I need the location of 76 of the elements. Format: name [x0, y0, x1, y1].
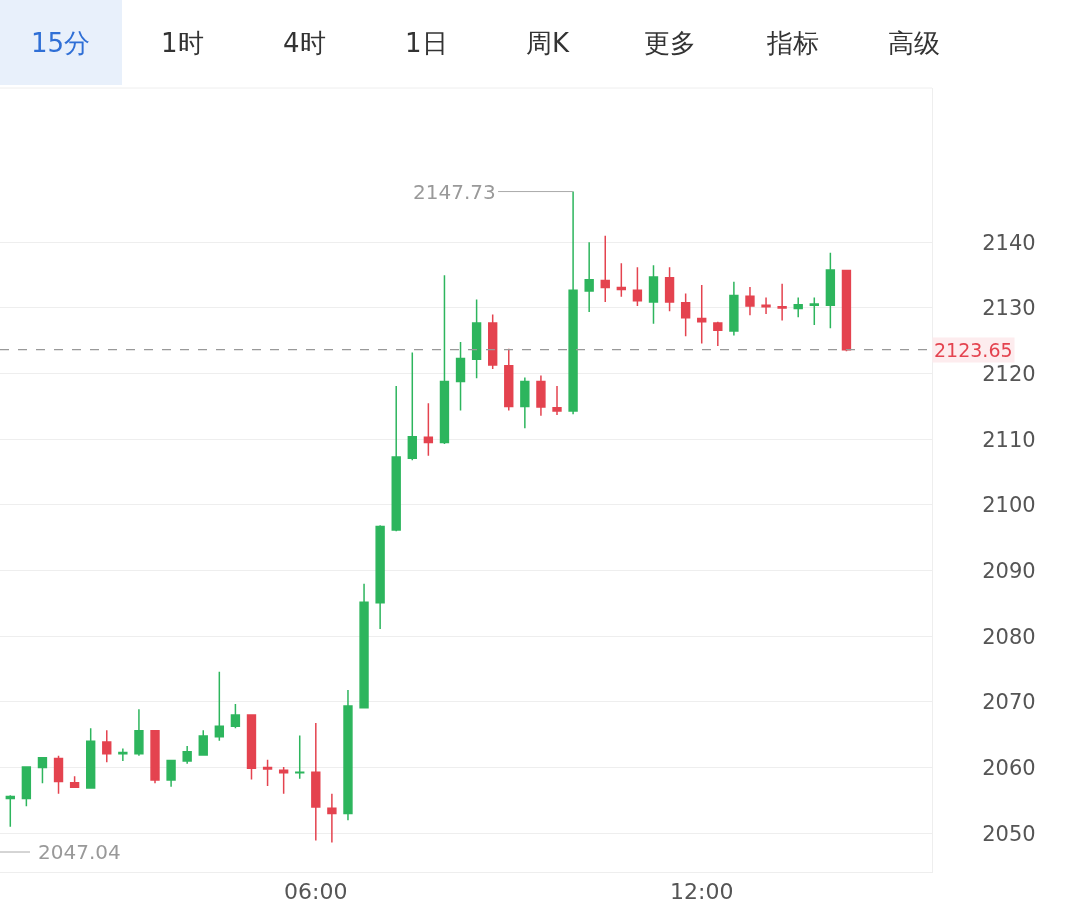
candlestick [536, 374, 546, 417]
y-tick-label: 2090 [982, 558, 1036, 583]
y-tick-label: 2100 [982, 493, 1036, 518]
candlestick [278, 766, 289, 795]
text: 周K [526, 28, 570, 58]
candlestick [825, 252, 836, 330]
candlestick [86, 727, 96, 789]
candlestick [246, 714, 257, 781]
candlestick [5, 794, 15, 828]
y-tick-label: 2070 [982, 690, 1036, 715]
text: 15分 [31, 28, 91, 58]
annotation: 2147.73 [413, 180, 496, 204]
candlestick [262, 758, 273, 787]
y-tick-label: 2110 [982, 427, 1036, 452]
candlestick [359, 583, 369, 710]
candlestick [745, 286, 755, 316]
y-tick-label: 2130 [982, 296, 1036, 321]
candlestick [761, 296, 771, 315]
candlestick [632, 266, 643, 307]
candlestick [520, 376, 530, 429]
candlestick [166, 759, 176, 788]
candlestick [295, 734, 305, 780]
annotation: 2047.04 [38, 840, 121, 864]
candlestick [455, 341, 466, 412]
candlestick [488, 313, 498, 370]
x-tick-label: 06:00 [284, 879, 348, 905]
candlestick [809, 296, 819, 326]
candlestick [793, 296, 803, 318]
candlestick [327, 793, 337, 844]
candlestick [53, 755, 64, 795]
candlestick [182, 745, 192, 765]
candlestick [584, 241, 594, 313]
x-tick-label: 12:00 [670, 879, 734, 905]
candlestick [697, 284, 707, 345]
candlestick [102, 729, 112, 764]
candlestick [600, 234, 610, 303]
text: 更多 [644, 28, 696, 58]
text: 1时 [161, 28, 204, 58]
candlestick [552, 385, 562, 416]
candlestick [118, 747, 128, 762]
candlestick [680, 292, 691, 337]
candlestick [391, 385, 401, 532]
text: 4时 [283, 28, 326, 58]
y-tick-label: 2050 [982, 821, 1036, 846]
candlestick [841, 269, 852, 353]
candlestick [713, 321, 723, 347]
candlestick [407, 351, 417, 462]
candlestick [439, 274, 450, 445]
text: 1日 [405, 28, 448, 58]
candlestick [311, 722, 321, 842]
candlestick [648, 264, 659, 325]
candlestick [729, 280, 739, 337]
candlestick [504, 347, 514, 412]
candlestick [568, 190, 578, 416]
candlestick [471, 298, 482, 379]
candlestick [150, 730, 160, 785]
y-tick-label: 2080 [982, 624, 1036, 649]
candlestick [664, 266, 675, 312]
candlestick [343, 689, 353, 821]
candlestick [777, 282, 787, 322]
ref-line-label: 2123.65 [934, 339, 1013, 361]
candlestick [616, 262, 627, 298]
text: 指标 [766, 28, 819, 58]
candlestick [198, 729, 208, 756]
candlestick [37, 756, 48, 785]
candlestick [423, 402, 434, 457]
candlestick [69, 775, 80, 789]
y-tick-label: 2120 [982, 361, 1036, 386]
candlestick [214, 670, 225, 742]
y-tick-label: 2140 [982, 230, 1036, 255]
candlestick [230, 703, 241, 729]
y-tick-label: 2060 [982, 755, 1036, 780]
candlestick [375, 524, 385, 630]
text: 高级 [888, 28, 940, 58]
candlestick [134, 708, 144, 757]
candlestick [21, 766, 32, 808]
